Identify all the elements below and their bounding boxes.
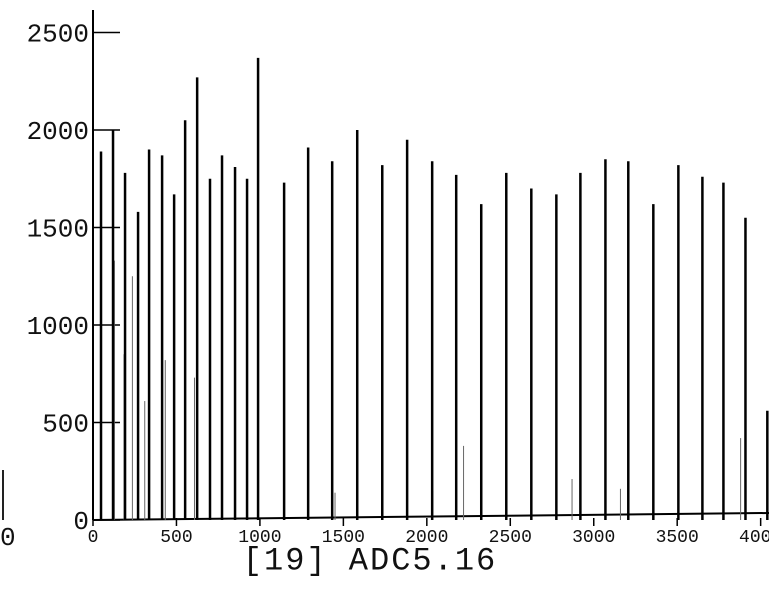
y-tick-label: 1500	[27, 214, 89, 244]
x-tick-label: 500	[160, 528, 192, 548]
side-label: 0	[0, 523, 16, 553]
y-tick-label: 500	[42, 409, 89, 439]
x-tick-label: 0	[88, 528, 99, 548]
x-tick-label: 3500	[656, 528, 699, 548]
x-tick-label: 4000	[739, 528, 769, 548]
x-tick-label: 2500	[489, 528, 532, 548]
y-tick-label: 2000	[27, 117, 89, 147]
y-tick-label: 2500	[27, 19, 89, 49]
x-tick-label: 2000	[405, 528, 448, 548]
y-tick-label: 0	[73, 507, 89, 537]
x-tick-label: 1500	[322, 528, 365, 548]
chart-title: [19] ADC5.16	[243, 542, 497, 579]
y-tick-label: 1000	[27, 312, 89, 342]
x-tick-label: 1000	[238, 528, 281, 548]
x-tick-label: 3000	[572, 528, 615, 548]
